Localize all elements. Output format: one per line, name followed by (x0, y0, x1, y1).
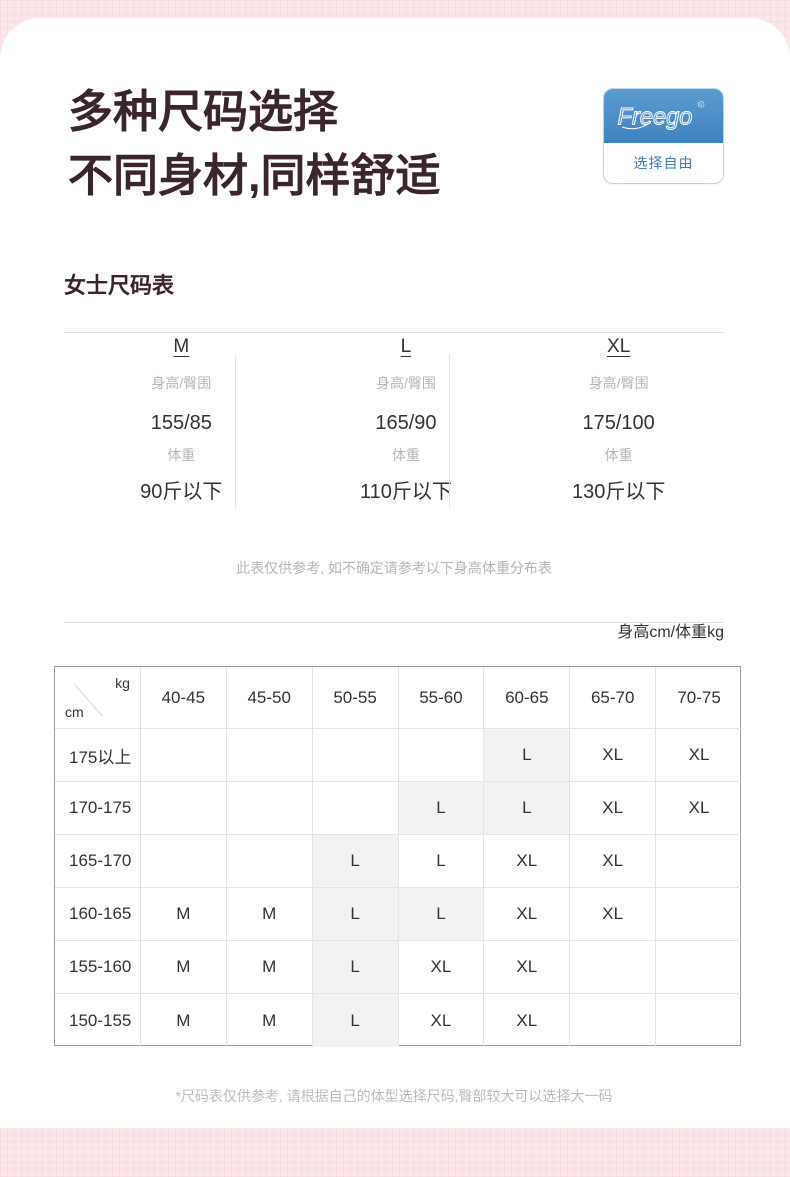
svg-text:®: ® (700, 103, 703, 107)
svg-text:Freego: Freego (618, 104, 693, 130)
